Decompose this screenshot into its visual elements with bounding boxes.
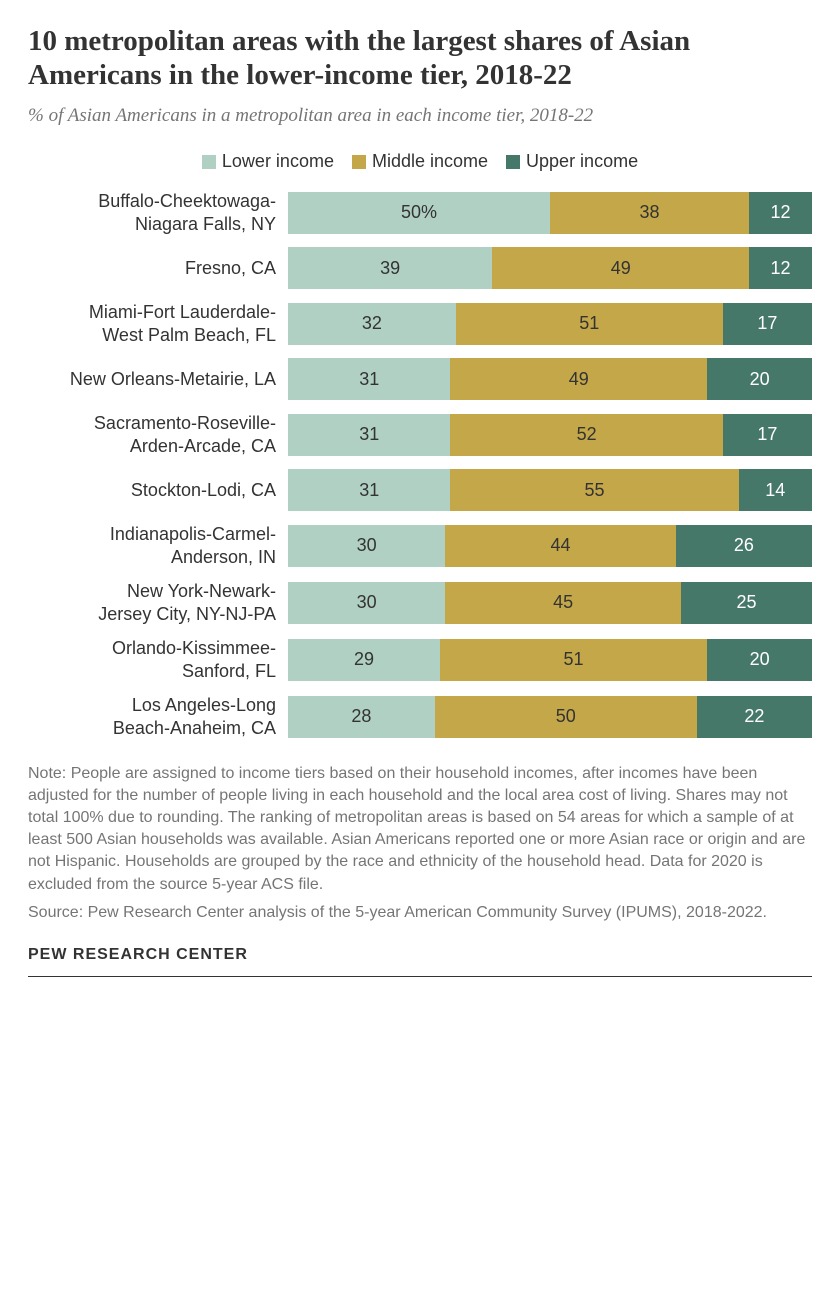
row-label: Stockton-Lodi, CA bbox=[28, 479, 288, 502]
bar-segment-middle: 55 bbox=[450, 469, 738, 511]
row-label: Indianapolis-Carmel-Anderson, IN bbox=[28, 523, 288, 568]
bar-segment-middle: 38 bbox=[550, 192, 749, 234]
bar-segment-upper: 26 bbox=[676, 525, 812, 567]
bar-segment-upper: 17 bbox=[723, 303, 812, 345]
chart-row: Orlando-Kissimmee-Sanford, FL295120 bbox=[28, 637, 812, 682]
note-text: Note: People are assigned to income tier… bbox=[28, 763, 812, 895]
bar-segment-upper: 20 bbox=[707, 358, 812, 400]
bar-segment-upper: 12 bbox=[749, 192, 812, 234]
bar: 315217 bbox=[288, 414, 812, 456]
bar-segment-middle: 50 bbox=[435, 696, 697, 738]
row-label: Orlando-Kissimmee-Sanford, FL bbox=[28, 637, 288, 682]
bar: 285022 bbox=[288, 696, 812, 738]
bar-segment-lower: 32 bbox=[288, 303, 456, 345]
bar-segment-middle: 49 bbox=[492, 247, 749, 289]
bar-chart: Buffalo-Cheektowaga-Niagara Falls, NY50%… bbox=[28, 190, 812, 739]
bar-segment-middle: 51 bbox=[456, 303, 723, 345]
bottom-rule bbox=[28, 976, 812, 977]
bar-segment-lower: 31 bbox=[288, 469, 450, 511]
chart-row: New Orleans-Metairie, LA314920 bbox=[28, 358, 812, 400]
row-label: Fresno, CA bbox=[28, 257, 288, 280]
bar-segment-upper: 20 bbox=[707, 639, 812, 681]
source-text: Source: Pew Research Center analysis of … bbox=[28, 902, 812, 924]
legend-swatch-upper bbox=[506, 155, 520, 169]
chart-row: Indianapolis-Carmel-Anderson, IN304426 bbox=[28, 523, 812, 568]
legend-item-upper: Upper income bbox=[506, 151, 638, 172]
chart-row: Los Angeles-LongBeach-Anaheim, CA285022 bbox=[28, 694, 812, 739]
bar: 315514 bbox=[288, 469, 812, 511]
legend-label-lower: Lower income bbox=[222, 151, 334, 172]
row-label: New York-Newark-Jersey City, NY-NJ-PA bbox=[28, 580, 288, 625]
bar: 314920 bbox=[288, 358, 812, 400]
legend-swatch-lower bbox=[202, 155, 216, 169]
legend: Lower income Middle income Upper income bbox=[28, 151, 812, 172]
chart-subtitle: % of Asian Americans in a metropolitan a… bbox=[28, 104, 812, 129]
bar: 394912 bbox=[288, 247, 812, 289]
chart-row: Fresno, CA394912 bbox=[28, 247, 812, 289]
bar-segment-middle: 45 bbox=[445, 582, 681, 624]
legend-item-middle: Middle income bbox=[352, 151, 488, 172]
bar-segment-middle: 51 bbox=[440, 639, 707, 681]
bar: 50%3812 bbox=[288, 192, 812, 234]
bar-segment-lower: 39 bbox=[288, 247, 492, 289]
bar-segment-upper: 25 bbox=[681, 582, 812, 624]
bar-segment-upper: 17 bbox=[723, 414, 812, 456]
row-label: Miami-Fort Lauderdale-West Palm Beach, F… bbox=[28, 301, 288, 346]
row-label: Los Angeles-LongBeach-Anaheim, CA bbox=[28, 694, 288, 739]
chart-row: Miami-Fort Lauderdale-West Palm Beach, F… bbox=[28, 301, 812, 346]
bar-segment-middle: 44 bbox=[445, 525, 676, 567]
bar-segment-upper: 22 bbox=[697, 696, 812, 738]
bar: 304426 bbox=[288, 525, 812, 567]
bar-segment-lower: 30 bbox=[288, 582, 445, 624]
chart-row: New York-Newark-Jersey City, NY-NJ-PA304… bbox=[28, 580, 812, 625]
bar: 325117 bbox=[288, 303, 812, 345]
chart-row: Sacramento-Roseville-Arden-Arcade, CA315… bbox=[28, 412, 812, 457]
bar-segment-upper: 12 bbox=[749, 247, 812, 289]
bar: 304525 bbox=[288, 582, 812, 624]
legend-label-middle: Middle income bbox=[372, 151, 488, 172]
chart-row: Stockton-Lodi, CA315514 bbox=[28, 469, 812, 511]
footer-attribution: PEW RESEARCH CENTER bbox=[28, 946, 812, 964]
bar-segment-lower: 31 bbox=[288, 358, 450, 400]
row-label: New Orleans-Metairie, LA bbox=[28, 368, 288, 391]
bar-segment-lower: 30 bbox=[288, 525, 445, 567]
bar-segment-lower: 31 bbox=[288, 414, 450, 456]
bar-segment-upper: 14 bbox=[739, 469, 812, 511]
bar-segment-lower: 50% bbox=[288, 192, 550, 234]
row-label: Buffalo-Cheektowaga-Niagara Falls, NY bbox=[28, 190, 288, 235]
bar: 295120 bbox=[288, 639, 812, 681]
chart-title: 10 metropolitan areas with the largest s… bbox=[28, 24, 812, 92]
row-label: Sacramento-Roseville-Arden-Arcade, CA bbox=[28, 412, 288, 457]
bar-segment-middle: 49 bbox=[450, 358, 707, 400]
legend-label-upper: Upper income bbox=[526, 151, 638, 172]
legend-swatch-middle bbox=[352, 155, 366, 169]
bar-segment-lower: 28 bbox=[288, 696, 435, 738]
chart-row: Buffalo-Cheektowaga-Niagara Falls, NY50%… bbox=[28, 190, 812, 235]
bar-segment-lower: 29 bbox=[288, 639, 440, 681]
legend-item-lower: Lower income bbox=[202, 151, 334, 172]
bar-segment-middle: 52 bbox=[450, 414, 722, 456]
